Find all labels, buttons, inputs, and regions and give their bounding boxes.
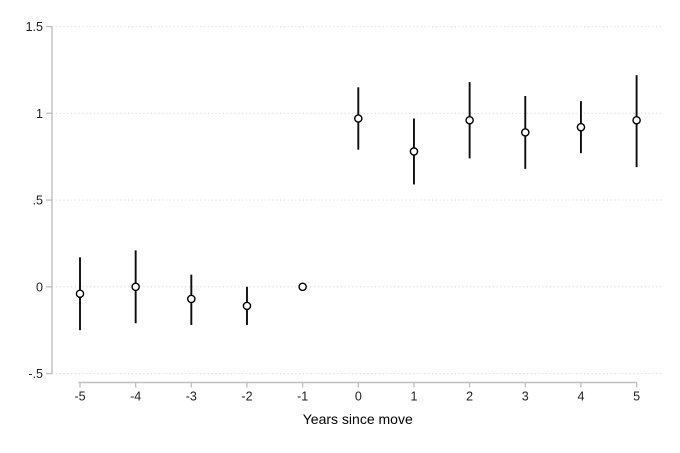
x-tick-label: -4: [130, 390, 141, 404]
x-tick-label: -2: [241, 390, 252, 404]
x-tick-label: -3: [186, 390, 197, 404]
x-tick-label: 0: [355, 390, 362, 404]
point-estimate-marker: [632, 115, 641, 125]
x-tick-label: 1: [410, 390, 417, 404]
y-tick-label: 1: [36, 107, 43, 121]
x-tick-label: 4: [577, 390, 584, 404]
y-tick-label: 0: [36, 280, 43, 294]
point-estimate-marker: [298, 282, 307, 292]
x-tick-label: -5: [74, 390, 85, 404]
point-estimate-marker: [353, 114, 363, 123]
point-estimate-marker: [465, 115, 474, 125]
x-tick-label: 2: [466, 390, 473, 404]
point-estimate-marker: [187, 294, 196, 304]
point-estimate-marker: [520, 128, 530, 137]
point-estimate-marker: [409, 147, 419, 156]
x-tick-label: 3: [522, 390, 529, 404]
point-estimate-marker: [242, 301, 252, 311]
y-tick-label: -.5: [28, 367, 43, 381]
point-estimate-marker: [576, 122, 586, 132]
x-axis-title: Years since move: [303, 411, 413, 427]
point-estimate-marker: [131, 282, 140, 292]
x-tick-label: -1: [297, 390, 308, 404]
y-tick-label: .5: [33, 194, 43, 208]
x-tick-label: 5: [633, 390, 640, 404]
point-estimate-marker: [75, 289, 85, 299]
y-tick-label: 1.5: [26, 20, 43, 34]
